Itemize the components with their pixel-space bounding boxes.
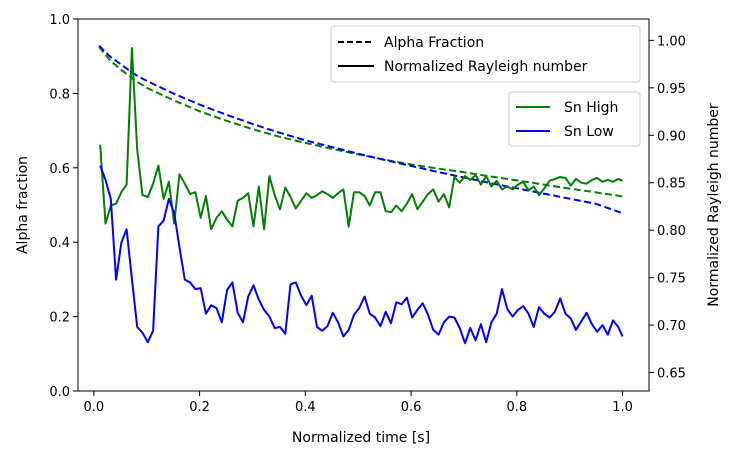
x-tick-label: 0.8 [506, 400, 527, 415]
y-axis-left-label: Alpha fraction [15, 156, 31, 254]
legend-alpha-fraction-label: Alpha Fraction [384, 35, 484, 51]
y-left-tick-label: 0.2 [49, 311, 70, 326]
y-axis-left: 0.0 0.2 0.4 0.6 0.8 1.0 [49, 13, 78, 400]
series-line-sn-low-alpha-fraction [98, 45, 623, 215]
x-tick-label: 0.4 [295, 400, 316, 415]
x-axis-label: Normalized time [s] [292, 430, 430, 446]
legend-style: Alpha Fraction Normalized Rayleigh numbe… [330, 25, 641, 83]
y-right-tick-label: 0.95 [657, 82, 686, 97]
legend-sn-high-label: Sn High [564, 100, 618, 116]
x-tick-label: 0.2 [189, 400, 210, 415]
y-right-tick-label: 0.70 [657, 319, 686, 334]
series-line-sn-low [99, 165, 624, 345]
legend-series-box [508, 91, 641, 147]
series-line-sn-high-alpha-fraction [98, 46, 623, 198]
plot-frame [77, 18, 650, 392]
legend-rayleigh-label: Normalized Rayleigh number [384, 59, 588, 75]
y-left-tick-label: 0.4 [49, 236, 70, 251]
legend-sn-low-label: Sn Low [564, 124, 614, 140]
y-right-tick-label: 0.75 [657, 272, 686, 287]
y-right-tick-label: 0.85 [657, 177, 686, 192]
legend-style-box [330, 25, 641, 83]
y-right-tick-label: 0.90 [657, 129, 686, 144]
y-right-tick-label: 1.00 [657, 34, 686, 49]
legend-series: Sn High Sn Low [508, 91, 641, 147]
y-axis-right: 0.65 0.70 0.75 0.80 0.85 0.90 0.95 1.00 [649, 34, 686, 382]
series-layer [98, 45, 624, 345]
x-axis: 0.0 0.2 0.4 0.6 0.8 1.0 [84, 391, 633, 415]
y-left-tick-label: 0.0 [49, 385, 70, 400]
x-tick-label: 1.0 [612, 400, 633, 415]
y-left-tick-label: 0.6 [49, 162, 70, 177]
x-tick-label: 0.6 [401, 400, 422, 415]
y-right-tick-label: 0.80 [657, 224, 686, 239]
y-left-tick-label: 0.8 [49, 87, 70, 102]
y-axis-right-label: Normalized Rayleigh number [706, 103, 722, 307]
x-tick-label: 0.0 [84, 400, 105, 415]
series-line-sn-high [99, 47, 624, 231]
y-right-tick-label: 0.65 [657, 367, 686, 382]
plot-border [77, 18, 650, 392]
y-left-tick-label: 1.0 [49, 13, 70, 28]
